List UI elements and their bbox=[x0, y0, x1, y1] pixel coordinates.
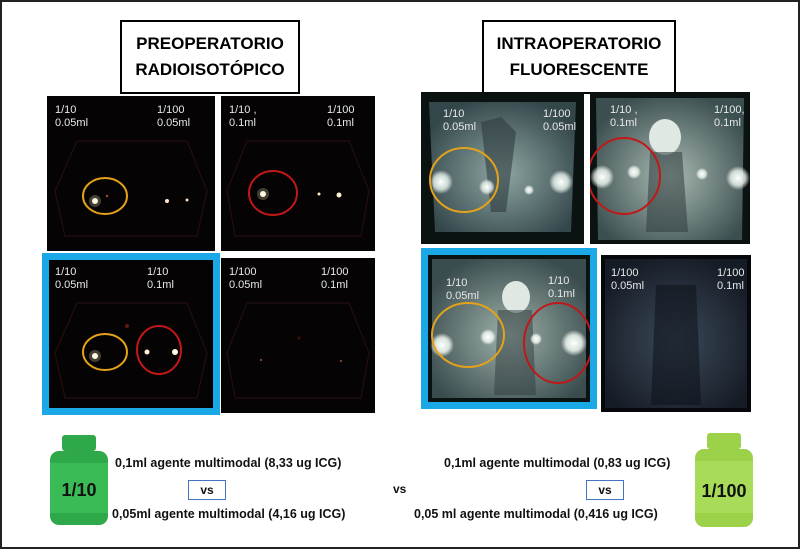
title-right-line2: FLUORESCENTE bbox=[509, 60, 649, 79]
left-vs-box: vs bbox=[188, 480, 226, 500]
panel-label: 0.05ml bbox=[55, 117, 89, 129]
panel-label: 0.05ml bbox=[229, 279, 263, 291]
panel-label: 0.05ml bbox=[611, 280, 645, 292]
intra-panel-top-right-image bbox=[590, 98, 750, 240]
title-left-line2: RADIOISOTÓPICO bbox=[135, 60, 285, 79]
panel-label: 1/100 bbox=[321, 266, 349, 278]
title-right-line1: INTRAOPERATORIO bbox=[496, 34, 662, 53]
highlight-frame-preoperatorio bbox=[42, 253, 220, 415]
panel-label: 0.1ml bbox=[229, 117, 256, 129]
panel-label: 1/10 , bbox=[610, 104, 638, 116]
right-comparison-line2: 0,05 ml agente multimodal (0,416 ug ICG) bbox=[414, 507, 658, 521]
panel-label: 0.05ml bbox=[446, 290, 480, 302]
title-preoperatorio: PREOPERATORIO RADIOISOTÓPICO bbox=[120, 20, 300, 94]
panel-label: 1/100, bbox=[714, 104, 745, 116]
bottle-label-right: 1/100 bbox=[701, 481, 747, 501]
intra-panel-bottom-left: 1/10 0.05ml 1/10 0.1ml bbox=[428, 255, 590, 402]
pre-panel-top-right: 1/10 , 0.1ml 1/100 0.1ml bbox=[221, 96, 375, 251]
right-comparison-line1: 0,1ml agente multimodal (0,83 ug ICG) bbox=[444, 456, 671, 470]
panel-label: 1/100 bbox=[611, 267, 639, 279]
panel-label: 0.1ml bbox=[548, 288, 575, 300]
left-comparison-line1: 0,1ml agente multimodal (8,33 ug ICG) bbox=[115, 456, 342, 470]
panel-label: 1/10 bbox=[446, 277, 468, 289]
panel-label: 1/100 bbox=[717, 267, 745, 279]
pre-panel-bottom-right-image bbox=[226, 302, 370, 399]
pre-panel-top-right-image bbox=[226, 140, 370, 237]
panel-label: 0.1ml bbox=[717, 280, 744, 292]
panel-label: 1/100 bbox=[229, 266, 257, 278]
panel-label: 0.05ml bbox=[157, 117, 191, 129]
bottle-label-left: 1/10 bbox=[61, 480, 97, 500]
intra-panel-bottom-right: 1/100 0.05ml 1/100 0.1ml bbox=[601, 255, 751, 412]
pre-panel-top-left: 1/10 0.05ml 1/100 0.05ml bbox=[47, 96, 215, 251]
pre-panel-bottom-left-image bbox=[54, 302, 208, 399]
highlight-frame-intraoperatorio bbox=[421, 248, 597, 409]
panel-label: 0.05ml bbox=[543, 121, 577, 133]
pre-panel-bottom-left: 1/10 0.05ml 1/10 0.1ml bbox=[47, 258, 215, 410]
panel-label: 1/10 , bbox=[229, 104, 257, 116]
intra-panel-top-left-image bbox=[429, 102, 576, 232]
panel-label: 1/10 bbox=[443, 108, 465, 120]
panel-label: 0.1ml bbox=[610, 117, 637, 129]
intra-panel-top-left: 1/10 0.05ml 1/100 0.05ml bbox=[421, 92, 584, 244]
panel-label: 1/100 bbox=[543, 108, 571, 120]
panel-label: 0.1ml bbox=[321, 279, 348, 291]
panel-label: 1/10 bbox=[548, 275, 570, 287]
right-vs-box: vs bbox=[586, 480, 624, 500]
panel-label: 1/100 bbox=[327, 104, 355, 116]
center-vs: vs bbox=[393, 482, 407, 496]
title-left-line1: PREOPERATORIO bbox=[136, 34, 284, 53]
pre-panel-top-left-image bbox=[54, 140, 208, 237]
intra-panel-top-right: 1/10 , 0.1ml 1/100, 0.1ml bbox=[590, 92, 750, 244]
intra-panel-bottom-left-image bbox=[430, 259, 590, 398]
intra-panel-bottom-right-image bbox=[605, 259, 747, 408]
pre-panel-bottom-right: 1/100 0.05ml 1/100 0.1ml bbox=[221, 258, 375, 413]
panel-label: 1/10 bbox=[55, 104, 77, 116]
bottle-icon-left: 1/10 bbox=[48, 435, 110, 527]
panel-label: 0.1ml bbox=[327, 117, 354, 129]
panel-label: 0.05ml bbox=[443, 121, 477, 133]
panel-label: 0.1ml bbox=[714, 117, 741, 129]
panel-label: 0.05ml bbox=[55, 279, 89, 291]
panel-label: 1/10 bbox=[147, 266, 169, 278]
title-intraoperatorio: INTRAOPERATORIO FLUORESCENTE bbox=[482, 20, 676, 94]
bottle-icon-right: 1/100 bbox=[693, 433, 755, 529]
panel-label: 1/10 bbox=[55, 266, 77, 278]
left-comparison-line2: 0,05ml agente multimodal (4,16 ug ICG) bbox=[112, 507, 346, 521]
panel-label: 0.1ml bbox=[147, 279, 174, 291]
panel-label: 1/100 bbox=[157, 104, 185, 116]
